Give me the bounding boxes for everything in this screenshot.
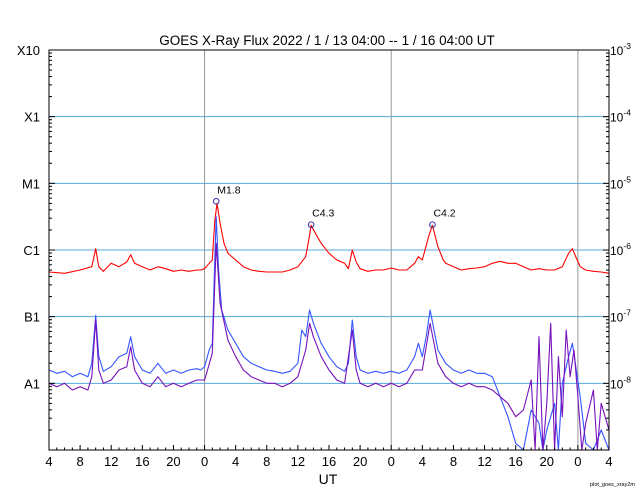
x-tick-label: 20 <box>353 454 367 469</box>
x-tick-label: 16 <box>322 454 336 469</box>
right-axis-label: 10-8 <box>610 374 631 391</box>
x-tick-label: 16 <box>508 454 522 469</box>
right-axis-label: 10-4 <box>610 108 631 125</box>
x-tick-label: 4 <box>232 454 239 469</box>
x-tick-label: 20 <box>540 454 554 469</box>
flare-marker <box>307 221 315 228</box>
x-tick-label: 12 <box>291 454 305 469</box>
axis-layer: 4 8 12 16 20 0 4 8 12 16 20 0 4 8 12 16 20 0 4 X10 X1 M1 C1 B1 A… <box>17 41 631 469</box>
flare-marker <box>429 221 436 228</box>
flare-marker <box>212 198 220 205</box>
left-axis-label: C1 <box>23 243 40 258</box>
x-tick-label: 16 <box>135 454 149 469</box>
x-tick-label: 0 <box>574 454 581 469</box>
left-axis-label: X10 <box>17 43 40 58</box>
left-axis-label: B1 <box>24 310 40 325</box>
right-axis-label: 10-7 <box>610 308 631 325</box>
x-tick-label: 4 <box>45 454 52 469</box>
series-line-1 <box>48 216 610 451</box>
x-axis-label: UT <box>319 471 338 487</box>
x-tick-label: 0 <box>201 454 208 469</box>
series-line-0 <box>48 202 610 274</box>
x-tick-label: 8 <box>76 454 83 469</box>
left-axis-label: X1 <box>24 110 40 125</box>
x-tick-label: 4 <box>605 454 612 469</box>
chart-title: GOES X-Ray Flux 2022 / 1 / 13 04:00 -- 1… <box>159 33 494 48</box>
x-tick-label: 20 <box>166 454 180 469</box>
x-tick-label: 8 <box>450 454 457 469</box>
right-axis-label: 10-3 <box>610 41 631 58</box>
series-line-2 <box>48 242 610 451</box>
right-axis-label: 10-5 <box>610 174 631 191</box>
x-tick-label: 12 <box>477 454 491 469</box>
x-tick-label: 0 <box>388 454 395 469</box>
flare-label: C4.3 <box>312 208 334 220</box>
flare-label: C4.2 <box>433 208 455 220</box>
left-axis-label: M1 <box>22 176 40 191</box>
annotation-layer: M1.8 C4.3 C4.2 <box>212 184 456 228</box>
x-tick-label: 8 <box>263 454 270 469</box>
series-layer <box>48 202 610 451</box>
x-tick-label: 12 <box>104 454 118 469</box>
left-axis-label: A1 <box>24 376 40 391</box>
flare-label: M1.8 <box>217 184 241 196</box>
footer-label: plot_goes_xray2m <box>590 482 635 488</box>
right-axis-label: 10-6 <box>610 241 631 258</box>
x-tick-label: 4 <box>419 454 426 469</box>
